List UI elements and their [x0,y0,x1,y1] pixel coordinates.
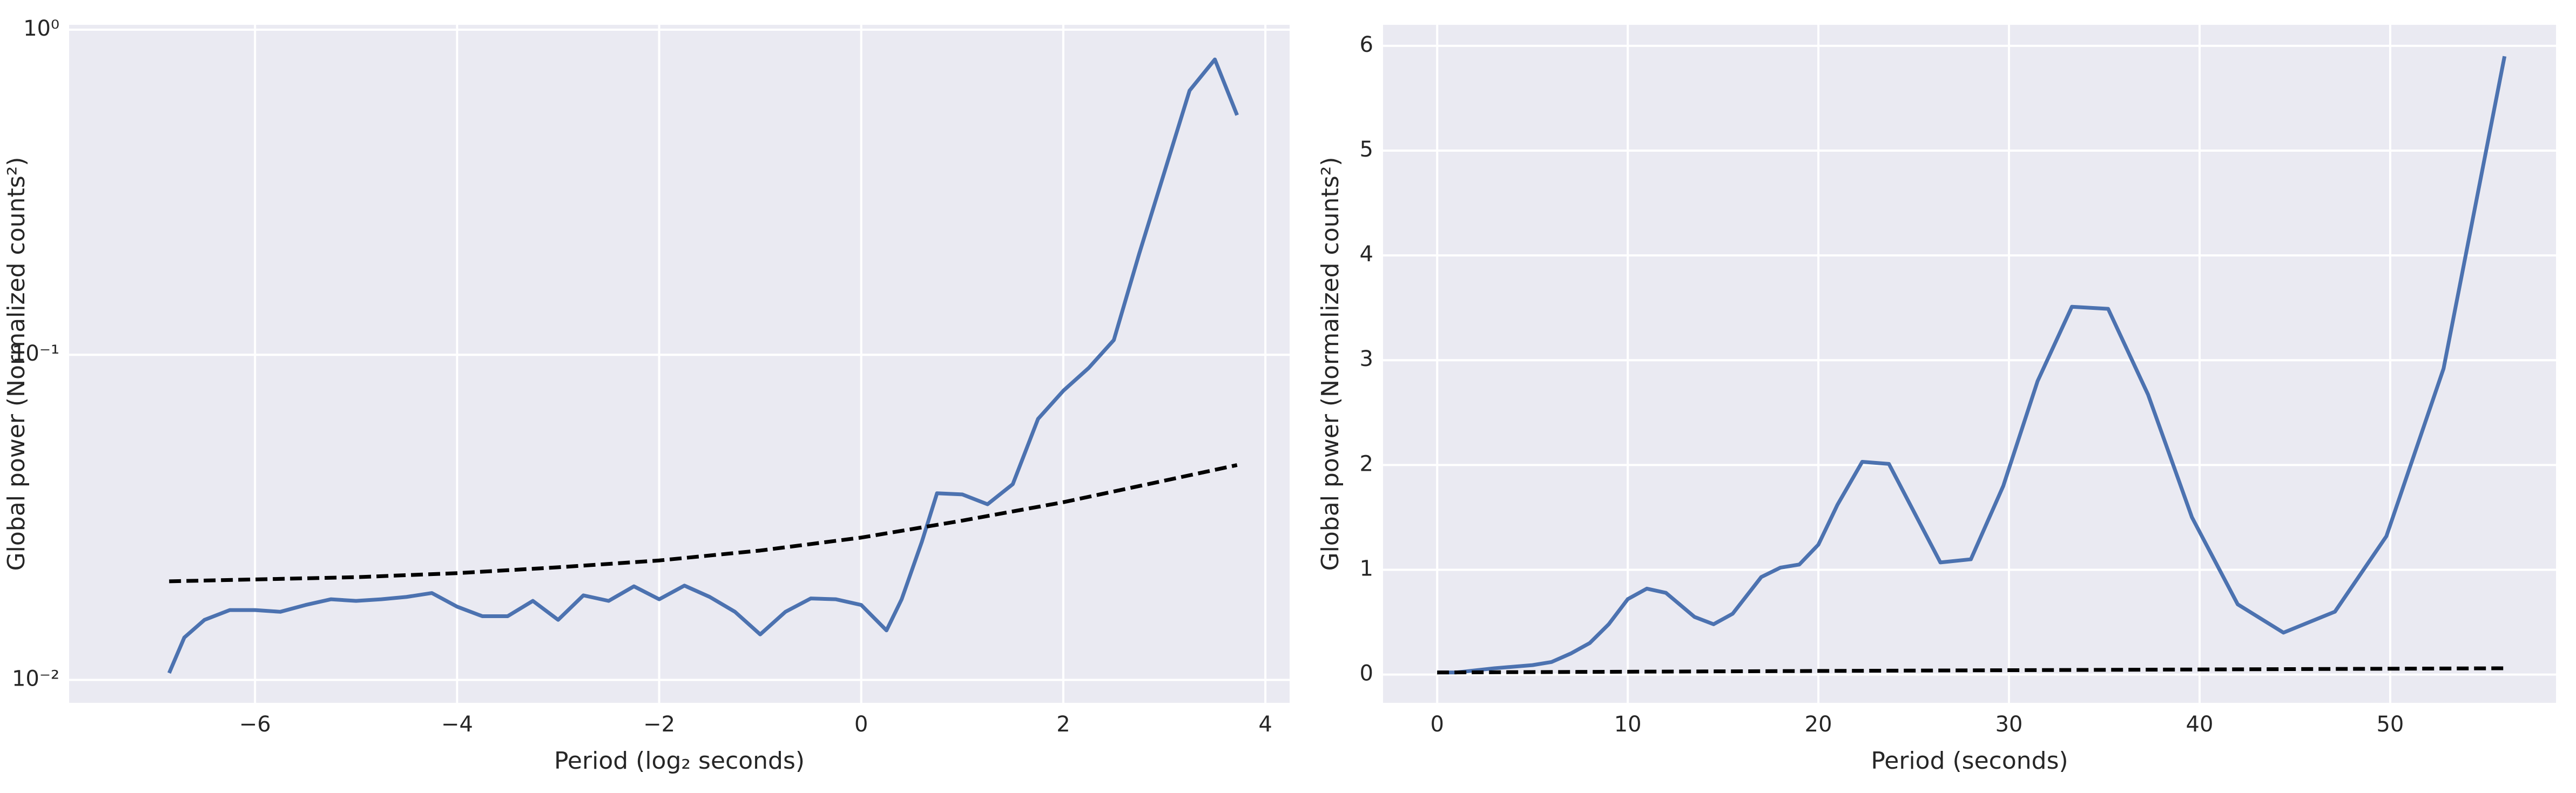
y-tick-label: 5 [1360,137,1373,162]
line-series [169,463,1238,584]
x-tick-label: −2 [643,712,675,737]
x-tick-label: 4 [1258,712,1272,737]
y-tick-label: 10⁻² [12,666,59,691]
y-tick-label: 1 [1360,556,1373,581]
x-tick-label: 2 [1056,712,1070,737]
y-tick-label: 2 [1360,451,1373,476]
line-series [167,57,1239,674]
y-axis-label: Global power (Normalized counts²) [3,157,30,571]
x-tick-label: −6 [239,712,271,737]
x-axis-label: Period (log₂ seconds) [554,747,805,775]
x-tick-label: 40 [2186,712,2214,737]
y-tick-label: 4 [1360,242,1373,267]
x-tick-label: 10 [1614,712,1642,737]
y-tick-label: 3 [1360,347,1373,371]
y-tick-label: 6 [1360,32,1373,57]
x-tick-label: 0 [1431,712,1444,737]
line-series [1437,56,2507,675]
plot-area [1383,25,2556,703]
y-tick-label: 0 [1360,661,1373,686]
x-tick-label: 30 [1995,712,2023,737]
x-tick-label: −4 [441,712,473,737]
y-tick-label: 10⁻¹ [12,341,59,366]
plot-area [69,25,1290,703]
line-series [1437,666,2505,675]
x-axis-label: Period (seconds) [1871,747,2068,775]
x-tick-label: 20 [1805,712,1832,737]
x-tick-label: 50 [2376,712,2404,737]
y-axis-label: Global power (Normalized counts²) [1317,157,1344,571]
x-tick-label: 0 [854,712,868,737]
y-tick-label: 10⁰ [23,16,59,41]
